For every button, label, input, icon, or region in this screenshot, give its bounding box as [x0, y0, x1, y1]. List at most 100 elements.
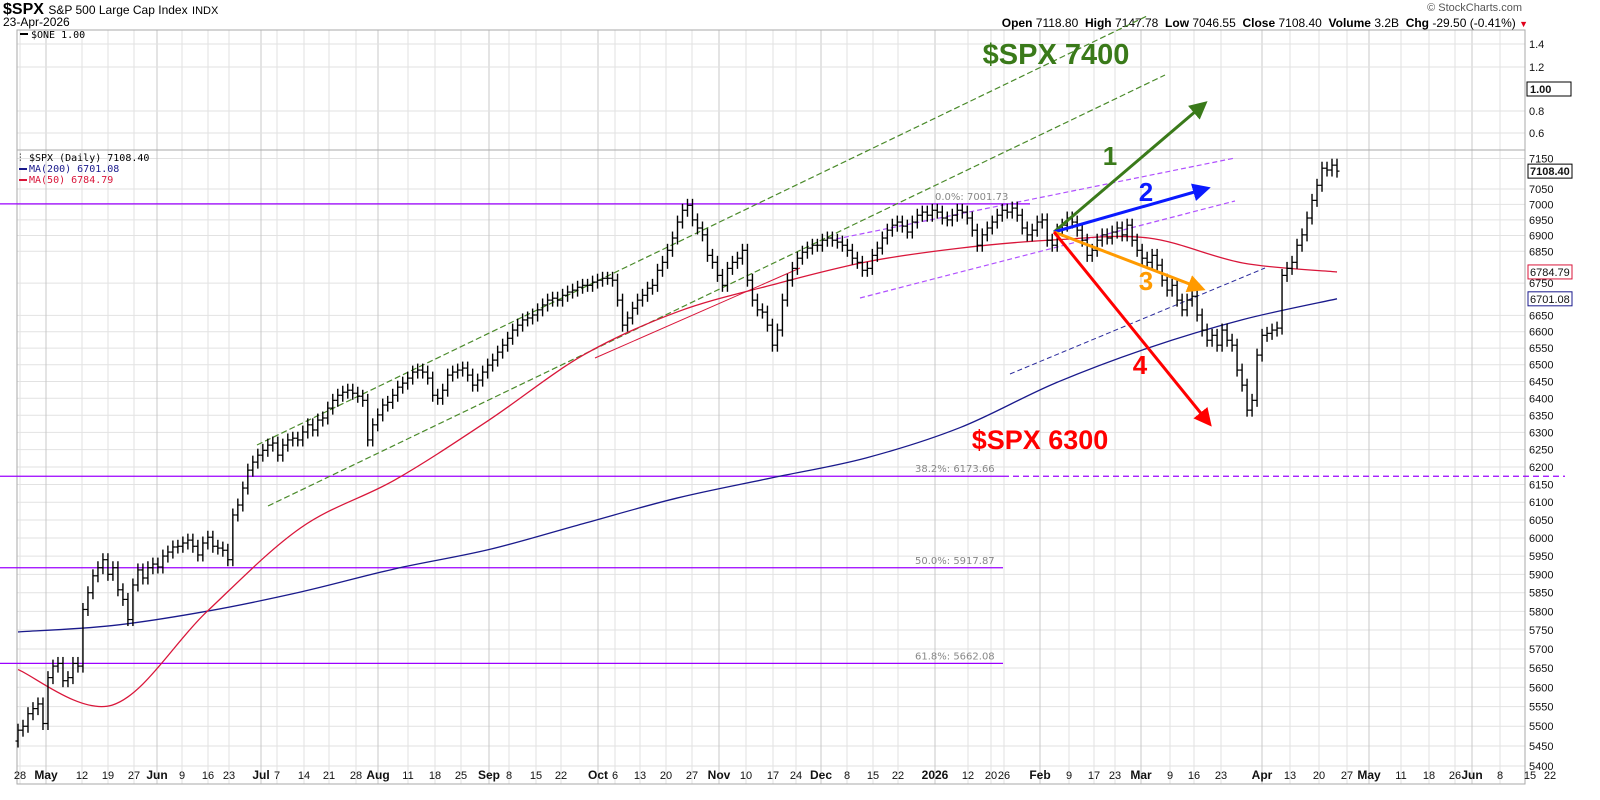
- price-bar: [1024, 221, 1030, 242]
- y-tick-label: 6150: [1529, 480, 1553, 492]
- y-tick-label: 5950: [1529, 551, 1553, 563]
- x-tick-label: Mar: [1130, 768, 1152, 782]
- price-bar: [1124, 218, 1130, 242]
- price-bar: [185, 533, 191, 550]
- price-axis: 5400 5450 5500 5550 5600 5650 5700 5750 5800 5850…: [1527, 153, 1573, 773]
- price-bar: [1214, 328, 1220, 352]
- x-tick-label: 20: [985, 770, 997, 782]
- price-bars: [15, 158, 1340, 748]
- one-value-text: 1.00: [1530, 84, 1551, 96]
- price-bar: [764, 305, 770, 332]
- price-bar: [215, 539, 221, 555]
- close-value: 7108.40: [1278, 16, 1322, 30]
- x-tick-label: Nov: [708, 768, 731, 782]
- price-bar: [70, 656, 76, 685]
- price-bar: [40, 697, 46, 730]
- price-bar: [1044, 213, 1050, 247]
- price-bar: [699, 221, 705, 242]
- price-bar: [290, 431, 296, 447]
- date-axis: 28 May 12 19 27 Jun 9 16 23 Jul 7 14 21 28 Aug 11 18 25 Se…: [14, 768, 1556, 782]
- price-bar: [230, 508, 236, 567]
- price-bar: [270, 436, 276, 452]
- price-bar: [175, 539, 181, 554]
- price-bar: [20, 719, 26, 737]
- upper-legend: $ONE 1.00: [20, 30, 85, 41]
- price-bar: [684, 198, 690, 217]
- chg-value: -29.50 (-0.41%): [1432, 16, 1516, 30]
- price-bar: [1204, 323, 1210, 347]
- price-bar: [415, 363, 421, 379]
- price-bar: [794, 251, 800, 275]
- price-bar: [255, 448, 261, 469]
- price-bar: [245, 463, 251, 495]
- price-bar: [744, 243, 750, 287]
- price-bar: [1094, 233, 1100, 257]
- price-bar: [1279, 268, 1285, 335]
- price-bar: [145, 561, 151, 585]
- x-tick-label: 10: [740, 770, 752, 782]
- volume-value: 3.2B: [1374, 16, 1400, 30]
- price-bar: [300, 425, 306, 447]
- grid: [17, 30, 1525, 784]
- x-tick-label: 8: [844, 770, 850, 782]
- down-triangle-icon: ▼: [1519, 19, 1528, 29]
- price-bar: [440, 383, 446, 405]
- channel-upper-line: [256, 15, 1148, 446]
- y-tick-label: 6450: [1529, 376, 1553, 388]
- upper-tick-label: 1.2: [1529, 62, 1544, 74]
- price-bar: [1029, 223, 1035, 242]
- price-bar: [1294, 238, 1300, 269]
- scenario-4-label: 4: [1133, 350, 1148, 380]
- target-up-label: $SPX 7400: [983, 39, 1130, 71]
- x-tick-label: Jun: [1461, 768, 1482, 782]
- price-bar: [919, 205, 925, 222]
- price-bar: [719, 268, 725, 292]
- y-tick-label: 6600: [1529, 327, 1553, 339]
- price-bar: [320, 411, 326, 427]
- price-bar: [50, 659, 56, 685]
- upper-panel-frame: [16, 29, 1526, 151]
- ma200-line: [17, 298, 1338, 633]
- price-bar: [155, 557, 161, 574]
- price-bar: [530, 308, 536, 325]
- price-bar: [240, 481, 246, 512]
- price-bar: [510, 323, 516, 345]
- price-bar: [455, 363, 461, 379]
- price-bar: [1139, 243, 1145, 265]
- price-bar: [85, 586, 91, 616]
- y-tick-label: 5450: [1529, 741, 1553, 753]
- price-bar: [130, 578, 136, 627]
- chart-title: $SPX S&P 500 Large Cap Index INDX: [3, 1, 218, 19]
- x-tick-label: 23: [223, 770, 235, 782]
- price-bar: [1099, 228, 1105, 247]
- price-bar: [340, 385, 346, 402]
- price-bar: [630, 301, 636, 325]
- price-bar: [704, 228, 710, 262]
- price-bar: [390, 388, 396, 409]
- y-tick-label: 5400: [1529, 761, 1553, 773]
- price-bar: [250, 455, 256, 477]
- moving-averages: [17, 235, 1338, 708]
- x-tick-label: 9: [1066, 770, 1072, 782]
- y-tick-label: 6050: [1529, 515, 1553, 527]
- ma50-price-tag-text: 6784.79: [1530, 267, 1570, 279]
- price-bar: [385, 395, 391, 412]
- price-bar: [709, 248, 715, 269]
- price-bar: [889, 218, 895, 237]
- x-tick-label: Jul: [252, 768, 269, 782]
- price-bar: [1169, 278, 1175, 297]
- price-bar: [944, 211, 950, 227]
- price-legend: ⫶ $SPX (Daily) 7108.40 MA(200) 6701.08 M…: [19, 153, 149, 186]
- price-bar: [999, 203, 1005, 222]
- price-bar: [655, 263, 661, 292]
- x-tick-label: Oct: [588, 768, 608, 782]
- y-tick-label: 6400: [1529, 393, 1553, 405]
- price-bar: [480, 365, 486, 387]
- price-bar: [1289, 255, 1295, 275]
- price-bar: [410, 365, 416, 385]
- price-bar: [535, 303, 541, 322]
- price-bar: [1224, 323, 1230, 347]
- price-bar: [1049, 233, 1055, 252]
- price-bar: [1184, 293, 1190, 317]
